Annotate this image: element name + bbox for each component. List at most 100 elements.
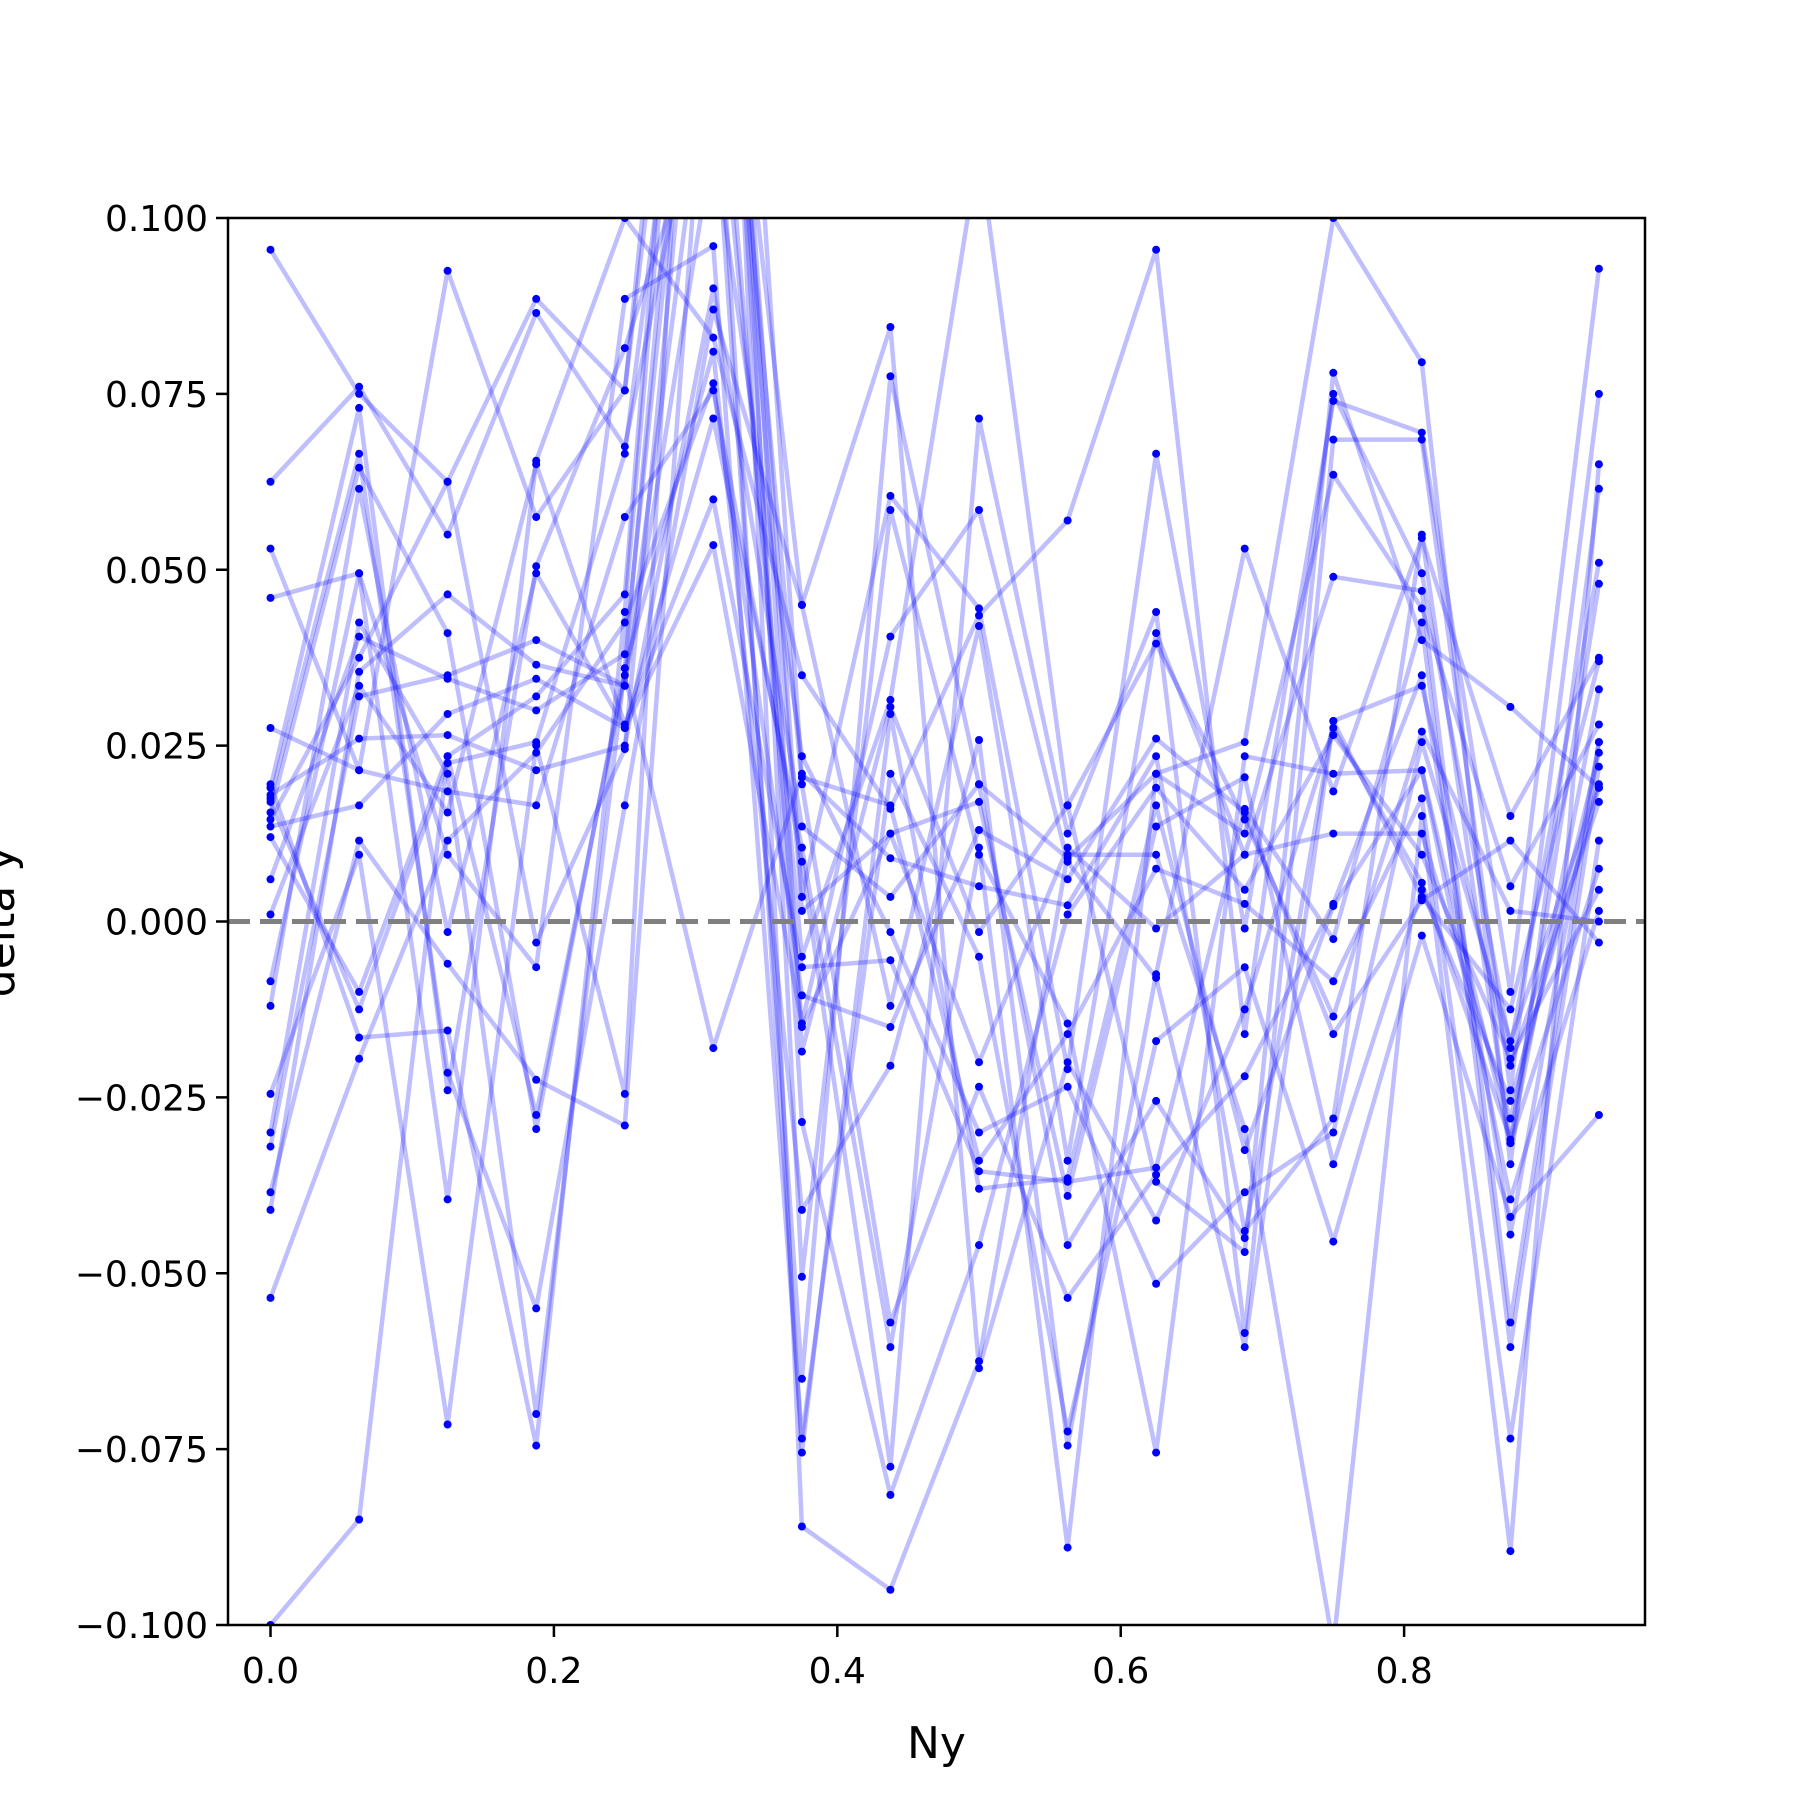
y-tick-label: 0.050: [105, 551, 208, 592]
data-point: [1240, 899, 1249, 908]
data-point: [532, 1410, 541, 1418]
series-line: [268, 218, 1602, 1072]
data-point: [797, 1205, 806, 1214]
data-point: [1417, 878, 1426, 887]
data-point: [1240, 808, 1249, 817]
data-point: [975, 850, 983, 859]
data-point: [797, 892, 806, 901]
data-point: [443, 266, 452, 275]
data-point: [1417, 671, 1426, 680]
data-point: [1417, 636, 1426, 645]
data-point: [709, 386, 718, 395]
data-point: [1329, 1030, 1338, 1039]
data-point: [620, 681, 629, 690]
data-point: [1152, 245, 1161, 254]
data-point: [886, 702, 895, 711]
data-point: [1594, 885, 1603, 894]
data-point: [532, 1075, 541, 1084]
series-22: [266, 218, 1603, 1123]
data-point: [1240, 752, 1249, 761]
data-point: [1152, 1279, 1161, 1288]
data-point: [1506, 702, 1515, 711]
data-point: [443, 850, 452, 859]
data-point: [266, 1188, 275, 1197]
data-point: [1063, 1156, 1072, 1165]
data-point: [1594, 748, 1603, 757]
data-point: [532, 562, 541, 571]
data-point: [266, 790, 275, 799]
data-point: [1063, 901, 1072, 910]
data-point: [975, 780, 983, 789]
data-point: [1329, 435, 1338, 444]
data-point: [355, 403, 364, 412]
data-point: [1152, 850, 1161, 859]
data-point: [1240, 1072, 1249, 1081]
data-point: [975, 797, 983, 806]
data-point: [1506, 1114, 1515, 1123]
series-line: [268, 218, 1602, 1199]
data-point: [266, 724, 275, 732]
data-point: [1152, 801, 1161, 810]
data-point: [355, 987, 364, 996]
data-point: [266, 1001, 275, 1010]
data-point: [709, 495, 718, 504]
data-point: [355, 801, 364, 810]
data-point: [709, 333, 718, 342]
data-point: [1152, 822, 1161, 831]
data-point: [886, 1490, 895, 1499]
data-point: [443, 1068, 452, 1077]
data-point: [266, 1205, 275, 1214]
data-point: [1063, 1174, 1072, 1183]
series-20: [266, 379, 1603, 1302]
data-point: [532, 692, 541, 701]
data-point: [355, 653, 364, 662]
data-point: [1594, 917, 1603, 926]
data-point: [1063, 829, 1072, 838]
series-line: [269, 218, 1602, 1202]
data-point: [355, 382, 364, 391]
data-point: [797, 600, 806, 609]
series-18: [266, 218, 1603, 1200]
data-point: [1594, 558, 1603, 567]
data-point: [1240, 829, 1249, 838]
data-point: [797, 822, 806, 831]
data-point: [1240, 850, 1249, 859]
series-16: [266, 218, 1603, 1499]
data-point: [1152, 1037, 1161, 1046]
data-point: [355, 618, 364, 627]
data-point: [1063, 850, 1072, 859]
data-point: [355, 484, 364, 493]
data-point: [1152, 864, 1161, 873]
data-point: [1240, 815, 1249, 824]
data-point: [532, 636, 541, 645]
data-point: [443, 769, 452, 778]
data-point: [1594, 484, 1603, 493]
data-point: [1240, 1005, 1249, 1014]
x-axis-label: Ny: [907, 1718, 966, 1769]
data-point: [443, 959, 452, 968]
data-point: [1506, 882, 1515, 891]
data-point: [886, 829, 895, 838]
data-point: [1506, 1160, 1515, 1169]
data-point: [532, 513, 541, 521]
data-point: [532, 938, 541, 947]
data-point: [266, 1293, 275, 1302]
data-point: [443, 1195, 452, 1204]
data-point: [797, 671, 806, 680]
series-line: [268, 218, 1600, 1448]
data-point: [975, 1058, 983, 1067]
series-line: [268, 349, 1601, 1448]
data-point: [443, 671, 452, 680]
data-point: [1417, 530, 1426, 539]
data-point: [1240, 1146, 1249, 1155]
data-point: [1063, 1241, 1072, 1250]
data-point: [1594, 836, 1603, 845]
data-point: [1329, 389, 1338, 398]
data-point: [620, 1089, 629, 1098]
data-point: [620, 650, 629, 659]
data-point: [532, 309, 541, 317]
data-point: [1152, 1163, 1161, 1172]
data-point: [1240, 1248, 1249, 1257]
data-point: [1329, 396, 1338, 405]
data-point: [266, 797, 275, 806]
